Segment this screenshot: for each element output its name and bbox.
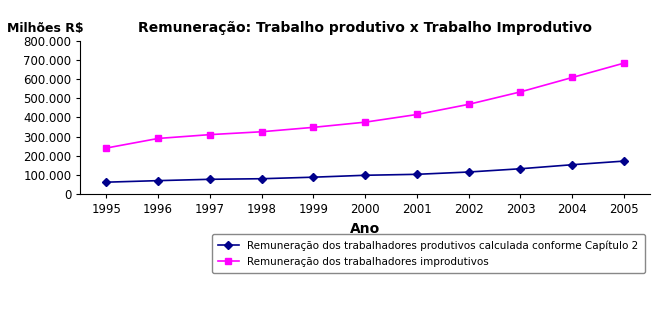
Remuneração dos trabalhadores improdutivos <box>103 146 111 150</box>
Remuneração dos trabalhadores improdutivos <box>154 136 162 140</box>
Remuneração dos trabalhadores improdutivos <box>620 61 628 65</box>
Remuneração dos trabalhadores improdutivos <box>206 133 214 136</box>
Remuneração dos trabalhadores improdutivos <box>413 113 421 116</box>
Remuneração dos trabalhadores produtivos calculada conforme Capítulo 2 <box>310 175 318 179</box>
Remuneração dos trabalhadores produtivos calculada conforme Capítulo 2 <box>465 170 473 174</box>
Remuneração dos trabalhadores improdutivos <box>517 90 525 94</box>
Remuneração dos trabalhadores produtivos calculada conforme Capítulo 2 <box>154 179 162 182</box>
Remuneração dos trabalhadores produtivos calculada conforme Capítulo 2 <box>206 177 214 181</box>
Remuneração dos trabalhadores produtivos calculada conforme Capítulo 2 <box>103 180 111 184</box>
Remuneração dos trabalhadores produtivos calculada conforme Capítulo 2 <box>361 173 369 177</box>
Remuneração dos trabalhadores improdutivos <box>361 120 369 124</box>
Remuneração dos trabalhadores improdutivos <box>465 102 473 106</box>
Title: Remuneração: Trabalho produtivo x Trabalho Improdutivo: Remuneração: Trabalho produtivo x Trabal… <box>138 21 592 35</box>
X-axis label: Ano: Ano <box>350 222 381 236</box>
Remuneração dos trabalhadores produtivos calculada conforme Capítulo 2 <box>257 177 265 181</box>
Remuneração dos trabalhadores improdutivos <box>257 130 265 134</box>
Text: Milhões R$: Milhões R$ <box>7 22 83 35</box>
Remuneração dos trabalhadores produtivos calculada conforme Capítulo 2 <box>517 167 525 171</box>
Remuneração dos trabalhadores produtivos calculada conforme Capítulo 2 <box>568 163 576 167</box>
Remuneração dos trabalhadores improdutivos <box>568 76 576 80</box>
Remuneração dos trabalhadores improdutivos <box>310 126 318 129</box>
Legend: Remuneração dos trabalhadores produtivos calculada conforme Capítulo 2, Remunera: Remuneração dos trabalhadores produtivos… <box>212 234 645 273</box>
Remuneração dos trabalhadores produtivos calculada conforme Capítulo 2 <box>620 159 628 163</box>
Line: Remuneração dos trabalhadores improdutivos: Remuneração dos trabalhadores improdutiv… <box>103 60 628 151</box>
Remuneração dos trabalhadores produtivos calculada conforme Capítulo 2 <box>413 172 421 176</box>
Line: Remuneração dos trabalhadores produtivos calculada conforme Capítulo 2: Remuneração dos trabalhadores produtivos… <box>103 158 627 185</box>
